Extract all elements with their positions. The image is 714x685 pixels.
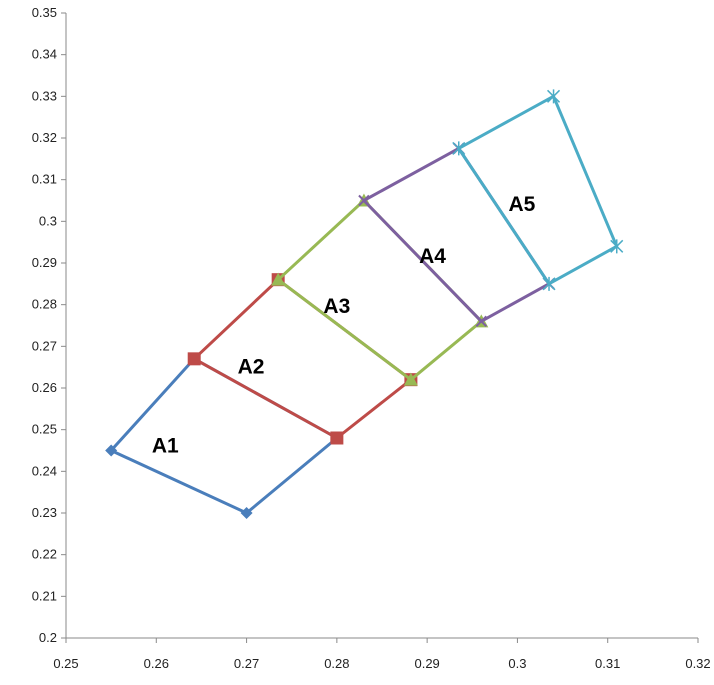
y-tick-label: 0.23 <box>32 505 57 520</box>
series-1 <box>105 353 343 519</box>
y-tick-label: 0.35 <box>32 5 57 20</box>
y-tick-label: 0.27 <box>32 338 57 353</box>
series-line <box>364 148 549 321</box>
x-tick-label: 0.32 <box>685 656 710 671</box>
y-tick-label: 0.28 <box>32 297 57 312</box>
series-line <box>459 96 617 283</box>
data-point-star <box>453 141 465 155</box>
x-tick-label: 0.28 <box>324 656 349 671</box>
series-4 <box>359 143 554 326</box>
y-tick-label: 0.32 <box>32 130 57 145</box>
series-line <box>111 359 337 513</box>
x-tick-label: 0.31 <box>595 656 620 671</box>
x-tick-label: 0.25 <box>53 656 78 671</box>
data-point-star <box>611 239 623 253</box>
axes: 0.2 0.21 0.22 0.23 0.24 0.25 0.26 0.27 0.28 0.29 0… <box>32 5 711 671</box>
y-tick-label: 0.22 <box>32 547 57 562</box>
series-line <box>194 280 411 438</box>
y-tick-label: 0.21 <box>32 588 57 603</box>
data-point-star <box>548 89 560 103</box>
y-tick-label: 0.29 <box>32 255 57 270</box>
data-point-square <box>330 432 343 445</box>
y-tick-label: 0.33 <box>32 88 57 103</box>
series-5 <box>453 89 623 291</box>
y-tick-label: 0.24 <box>32 463 57 478</box>
x-tick-label: 0.3 <box>508 656 526 671</box>
data-point-square <box>188 352 201 365</box>
y-tick-label: 0.3 <box>39 213 57 228</box>
y-tick-label: 0.26 <box>32 380 57 395</box>
y-tick-label: 0.34 <box>32 47 57 62</box>
y-tick-label: 0.2 <box>39 630 57 645</box>
series-3 <box>271 194 488 386</box>
area-label-a4: A4 <box>419 245 446 268</box>
area-label-a1: A1 <box>152 435 179 458</box>
area-label-a2: A2 <box>238 355 265 378</box>
x-tick-label: 0.29 <box>414 656 439 671</box>
x-tick-label: 0.27 <box>234 656 259 671</box>
y-tick-label: 0.25 <box>32 422 57 437</box>
y-tick-label: 0.31 <box>32 172 57 187</box>
data-point-star <box>543 277 555 291</box>
x-tick-label: 0.26 <box>144 656 169 671</box>
series-layer <box>105 89 623 519</box>
area-label-a5: A5 <box>509 193 536 216</box>
area-label-a3: A3 <box>323 295 350 318</box>
